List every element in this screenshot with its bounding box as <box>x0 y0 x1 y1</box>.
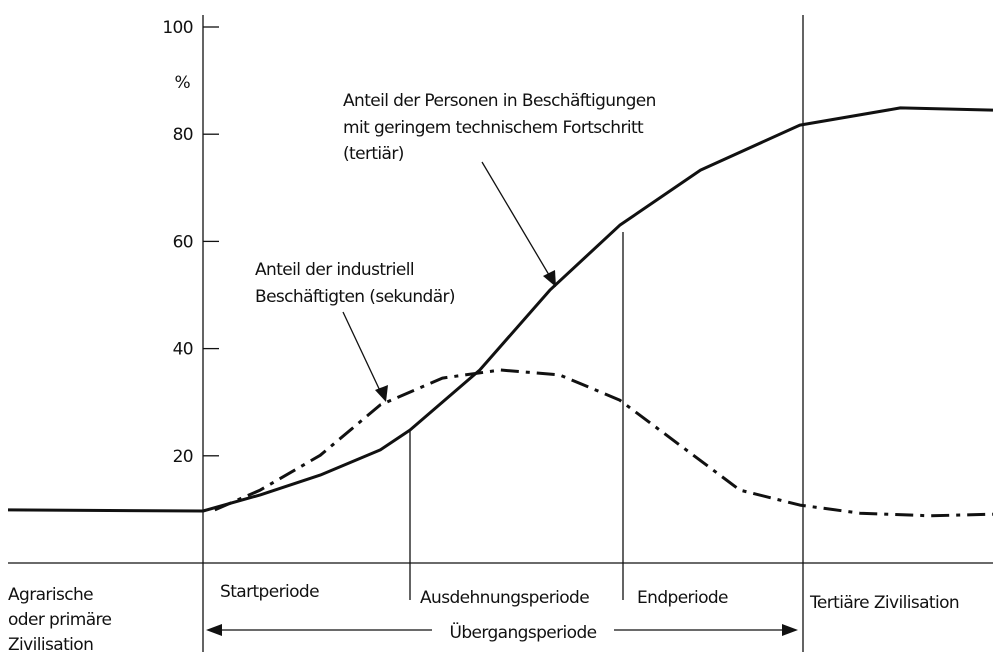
period-label: Zivilisation <box>8 635 93 652</box>
period-label: Endperiode <box>637 588 728 608</box>
annotation: (tertiär) <box>343 144 404 164</box>
y-tick-label: 80 <box>173 125 193 145</box>
y-axis-label: % <box>174 73 190 93</box>
y-tick-label: 40 <box>173 340 193 360</box>
period-label: Tertiäre Zivilisation <box>809 593 959 613</box>
annotation: Beschäftigten (sekundär) <box>255 287 455 307</box>
arrow <box>342 311 383 396</box>
annotation: Anteil der Personen in Beschäftigungen <box>343 91 656 111</box>
period-label: Startperiode <box>220 582 319 602</box>
series-line <box>7 106 993 513</box>
arrow-head <box>206 624 222 636</box>
period-label: Ausdehnungsperiode <box>420 588 589 608</box>
series-line <box>214 368 993 518</box>
period-label: Agrarische <box>8 585 93 605</box>
arrow-head <box>375 385 388 402</box>
y-tick-label: 20 <box>173 447 193 467</box>
arrow-head <box>543 270 556 287</box>
arrow <box>481 161 553 281</box>
arrow-head <box>782 624 798 636</box>
period-label: oder primäre <box>8 610 112 630</box>
period-label: Übergangsperiode <box>449 621 596 643</box>
annotation: Anteil der industriell <box>255 260 414 280</box>
annotation: mit geringem technischem Fortschritt <box>343 118 644 138</box>
y-tick-label: 100 <box>162 18 193 38</box>
y-tick-label: 60 <box>173 232 193 252</box>
